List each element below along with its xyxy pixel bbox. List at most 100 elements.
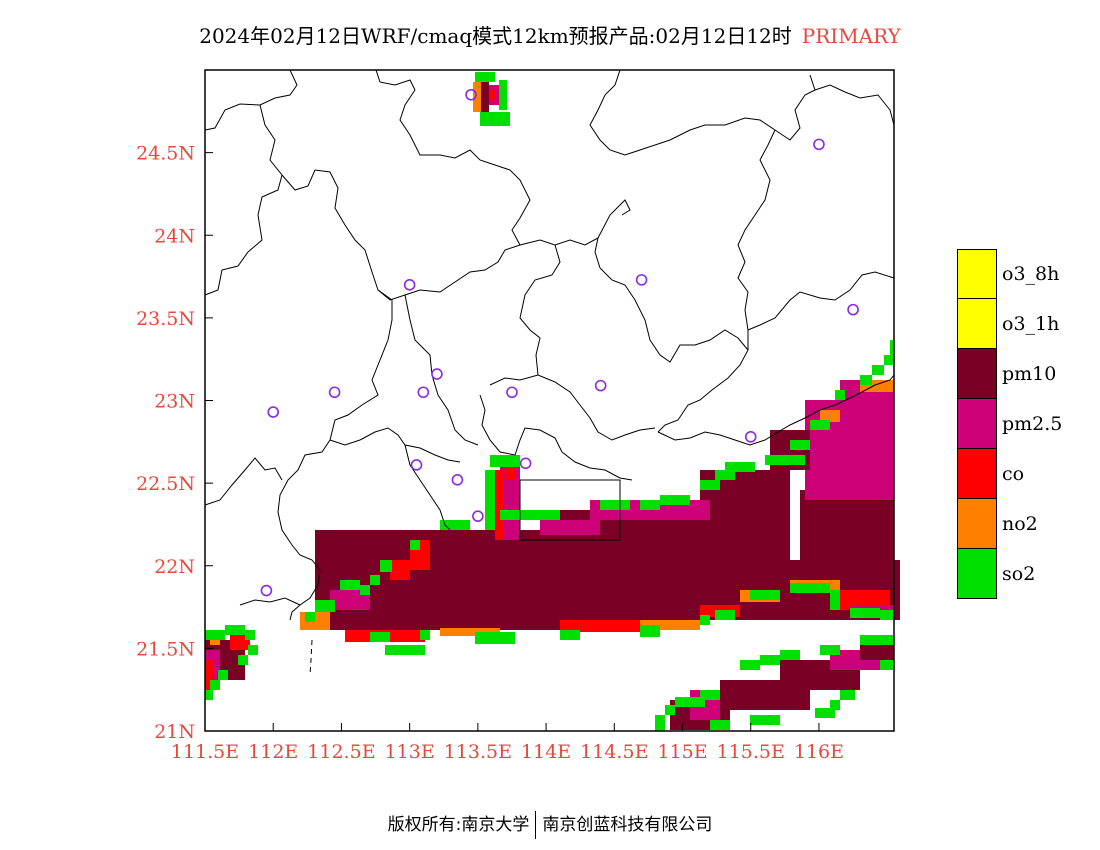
station-marker: [465, 88, 477, 101]
boundary-line: [329, 427, 461, 463]
pollution-cell: [475, 632, 515, 644]
pollution-cell: [880, 660, 894, 670]
boundary-line: [239, 597, 301, 606]
boundary-line: [519, 479, 621, 541]
pollution-cell: [480, 112, 510, 126]
boundary-line: [404, 294, 479, 446]
legend-item: so2: [957, 549, 1097, 599]
station-marker: [431, 368, 443, 380]
y-tick-label: 24.5N: [136, 143, 195, 165]
legend-item: pm10: [957, 349, 1097, 399]
pollution-cell: [505, 460, 515, 480]
pollution-cell: [710, 720, 730, 730]
pollution-layer: [205, 72, 900, 731]
pollution-cell: [385, 645, 425, 655]
pollution-cell: [390, 560, 410, 580]
pollution-cell: [499, 80, 507, 110]
pollution-cell: [715, 610, 735, 620]
boundary-line: [204, 457, 283, 506]
station-marker: [410, 459, 423, 471]
pollution-cell: [790, 440, 810, 450]
map-title: 2024年02月12日WRF/cmaq模式12km预报产品:02月12日12时 P…: [0, 20, 1100, 49]
pollution-cell: [850, 608, 880, 618]
boundary-line: [814, 84, 895, 126]
legend-swatch: [957, 249, 997, 299]
boundary-line: [657, 409, 821, 446]
pollution-cell: [790, 583, 830, 593]
pollution-cell: [820, 645, 840, 655]
station-marker: [472, 510, 484, 522]
copyright-text: 版权所有:南京大学: [387, 815, 530, 835]
pollution-cell: [860, 635, 894, 645]
pollution-cell: [600, 500, 630, 510]
pollution-cell: [495, 470, 503, 540]
y-tick-label: 24N: [154, 225, 195, 247]
x-tick-label: 112.5E: [307, 741, 375, 763]
pollution-cell: [210, 680, 220, 690]
pollution-cell: [340, 580, 360, 590]
pollution-cell: [360, 585, 370, 595]
y-tick-label: 21N: [154, 721, 195, 743]
pollution-cell: [315, 600, 335, 612]
y-tick-label: 22N: [154, 556, 195, 578]
legend-label: no2: [1002, 513, 1038, 535]
boundary-line: [561, 451, 633, 481]
station-marker: [403, 279, 416, 291]
legend-label: co: [1002, 463, 1025, 485]
station-marker: [813, 138, 825, 151]
legend-label: o3_8h: [1002, 263, 1060, 285]
pollution-cell: [205, 630, 225, 640]
pollution-cell: [725, 462, 755, 472]
pollution-cell: [750, 590, 780, 600]
legend-label: o3_1h: [1002, 313, 1060, 335]
pollution-cell: [440, 628, 500, 636]
pollution-cell: [248, 645, 258, 655]
x-tick-label: 114.5E: [580, 741, 648, 763]
pollution-cell: [218, 670, 228, 680]
x-tick-label: 116E: [794, 741, 844, 763]
pollution-cell: [238, 655, 248, 665]
boundary-line: [737, 129, 776, 350]
pollution-cell: [884, 355, 894, 365]
station-marker: [451, 474, 464, 486]
pollution-cell: [890, 340, 894, 360]
legend-label: so2: [1002, 563, 1036, 585]
legend-label: pm2.5: [1002, 413, 1063, 435]
pollution-cell: [205, 690, 213, 700]
pollutant-legend: o3_8h o3_1h pm10 pm2.5 co no2 so2: [957, 249, 1097, 599]
pollution-cell: [700, 615, 710, 625]
station-marker: [744, 431, 757, 443]
station-marker: [519, 457, 532, 470]
station-marker: [417, 386, 430, 399]
title-main: 2024年02月12日WRF/cmaq模式12km预报产品:02月12日12时: [199, 24, 792, 48]
x-tick-label: 114E: [521, 741, 571, 763]
boundary-line: [404, 444, 451, 531]
pollution-cell: [700, 690, 720, 700]
station-marker: [267, 406, 280, 418]
pollution-cell: [750, 715, 780, 725]
pollution-cell: [700, 470, 790, 600]
y-tick-label: 21.5N: [136, 638, 195, 660]
pollution-cell: [305, 612, 315, 622]
province-boundaries: [204, 69, 895, 676]
boundary-line: [747, 271, 895, 331]
pollution-cell: [665, 705, 675, 715]
axis-ticks: 111.5E 112E 112.5E 113E 113.5E 114E 114.5E 115E…: [136, 143, 844, 763]
pollution-cell: [830, 700, 840, 710]
pollution-cell: [655, 715, 665, 731]
pollution-cell: [485, 470, 495, 530]
pollution-cell: [765, 455, 805, 465]
pollution-cell: [640, 620, 700, 630]
pollution-cell: [440, 520, 470, 530]
x-tick-label: 111.5E: [171, 741, 239, 763]
pollution-cell: [370, 575, 380, 585]
pollution-cell: [245, 630, 255, 640]
legend-swatch: [957, 399, 997, 449]
x-tick-label: 112E: [248, 741, 298, 763]
pollution-cell: [489, 90, 495, 100]
x-tick-label: 115.5E: [717, 741, 785, 763]
pollution-cell: [640, 625, 660, 637]
pollution-cell: [481, 82, 489, 112]
legend-swatch: [957, 549, 997, 599]
